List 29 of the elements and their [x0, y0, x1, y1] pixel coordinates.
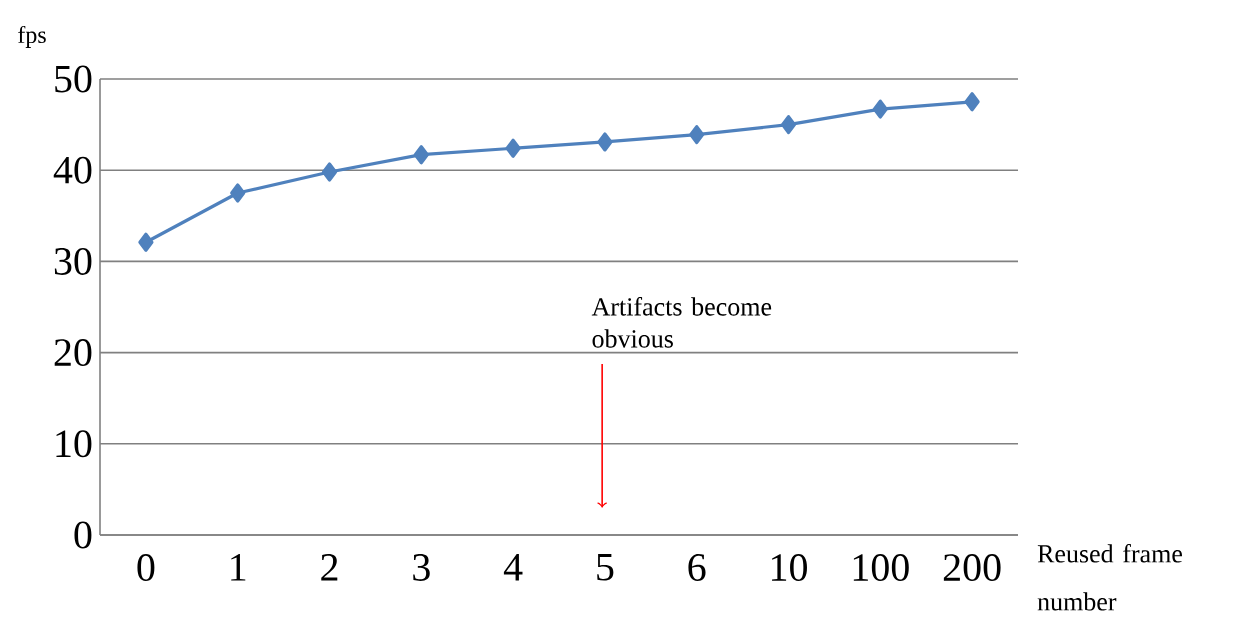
point	[780, 114, 797, 135]
x-tick-label: 2	[321, 553, 338, 581]
y-axis-title: fps	[18, 25, 46, 48]
x-tick-label: 100	[853, 553, 909, 581]
point	[230, 183, 246, 203]
x-tick-label: 6	[688, 553, 706, 581]
annotation: Artifacts become obvious	[591, 296, 772, 348]
x-tick-label: 4	[503, 553, 523, 581]
y-tick-label: 50	[55, 65, 92, 93]
x-tick-label: 1	[231, 553, 246, 581]
point	[413, 144, 429, 165]
x-tick-label: 5	[597, 553, 614, 581]
x-tick-label: 3	[413, 553, 430, 581]
y-tick-label: 30	[54, 247, 92, 275]
y-tick-label: 0	[74, 521, 92, 549]
x-tick-label: 0	[137, 553, 155, 581]
point	[964, 92, 980, 112]
y-tick-label: 10	[56, 430, 92, 458]
point	[505, 138, 521, 158]
x-tick-label: 10	[772, 553, 807, 581]
y-tick-label: 40	[53, 156, 92, 184]
y-tick-label: 20	[54, 338, 92, 366]
point	[597, 132, 613, 152]
x-tick-label: 200	[943, 553, 1001, 581]
point	[689, 124, 705, 145]
point	[872, 99, 888, 119]
point	[321, 162, 338, 182]
x-axis-title: Reused frame number	[1037, 543, 1182, 611]
point	[138, 232, 154, 252]
